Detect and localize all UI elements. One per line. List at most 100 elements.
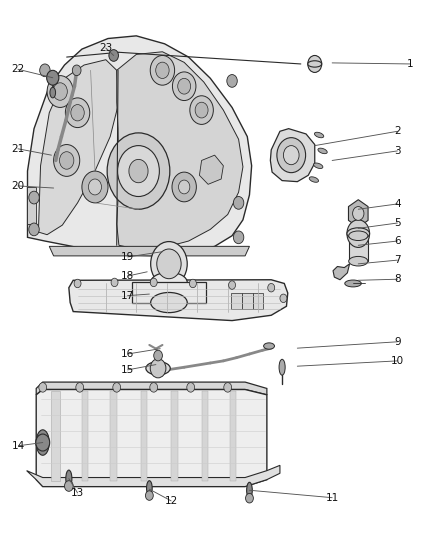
Circle shape [129, 159, 148, 183]
Bar [132, 282, 205, 303]
Polygon shape [117, 52, 243, 249]
Text: 6: 6 [394, 236, 401, 246]
Circle shape [233, 197, 244, 209]
Circle shape [113, 383, 120, 392]
Text: 21: 21 [11, 144, 25, 154]
Circle shape [29, 223, 39, 236]
Circle shape [145, 491, 153, 500]
Circle shape [156, 62, 169, 78]
Circle shape [353, 207, 364, 220]
Circle shape [82, 171, 108, 203]
Polygon shape [171, 391, 178, 481]
Text: 11: 11 [325, 492, 339, 503]
Circle shape [308, 55, 322, 72]
Ellipse shape [147, 481, 152, 496]
Circle shape [151, 241, 187, 286]
Ellipse shape [50, 87, 56, 98]
Circle shape [150, 55, 175, 85]
Circle shape [47, 70, 59, 85]
Circle shape [88, 179, 102, 195]
Ellipse shape [318, 148, 327, 154]
Circle shape [60, 152, 74, 169]
Polygon shape [242, 293, 253, 309]
Circle shape [53, 83, 67, 100]
Circle shape [72, 65, 81, 76]
Circle shape [277, 138, 306, 173]
Polygon shape [270, 128, 315, 182]
Polygon shape [201, 391, 208, 481]
Circle shape [117, 146, 159, 197]
Ellipse shape [314, 163, 323, 168]
Ellipse shape [349, 231, 368, 240]
Ellipse shape [264, 343, 275, 349]
Polygon shape [231, 293, 242, 309]
Text: 4: 4 [394, 199, 401, 209]
Text: 22: 22 [11, 64, 25, 74]
Ellipse shape [345, 280, 361, 287]
Circle shape [178, 78, 191, 94]
Ellipse shape [151, 272, 187, 293]
Text: 13: 13 [71, 488, 84, 498]
Text: 10: 10 [391, 356, 404, 366]
Text: 15: 15 [121, 365, 134, 375]
Circle shape [347, 220, 370, 247]
Circle shape [107, 133, 170, 209]
Circle shape [224, 383, 232, 392]
Text: 3: 3 [394, 146, 401, 156]
Bar [349, 236, 368, 261]
Circle shape [268, 284, 275, 292]
Circle shape [65, 98, 90, 127]
Circle shape [190, 96, 213, 124]
Text: 20: 20 [11, 181, 25, 191]
Ellipse shape [146, 362, 170, 375]
Circle shape [179, 180, 190, 194]
Circle shape [154, 350, 162, 361]
Text: 5: 5 [394, 218, 401, 228]
Ellipse shape [151, 293, 187, 313]
Ellipse shape [349, 256, 368, 266]
Circle shape [150, 383, 158, 392]
Text: 19: 19 [121, 252, 134, 262]
Polygon shape [39, 60, 119, 235]
Polygon shape [36, 390, 267, 487]
Circle shape [150, 278, 157, 287]
Circle shape [189, 279, 196, 288]
Ellipse shape [347, 228, 370, 239]
Ellipse shape [66, 470, 72, 487]
Polygon shape [27, 465, 280, 487]
Circle shape [47, 76, 73, 108]
Text: 14: 14 [12, 441, 25, 451]
Circle shape [39, 383, 47, 392]
Circle shape [71, 104, 84, 121]
Circle shape [229, 281, 236, 289]
Polygon shape [27, 187, 36, 224]
Circle shape [195, 102, 208, 118]
Text: 2: 2 [394, 126, 401, 136]
Text: 7: 7 [394, 255, 401, 265]
Polygon shape [253, 293, 263, 309]
Polygon shape [36, 382, 267, 395]
Text: 1: 1 [407, 59, 414, 69]
Polygon shape [110, 391, 117, 481]
Circle shape [233, 231, 244, 244]
Polygon shape [82, 391, 88, 481]
Circle shape [36, 434, 49, 451]
Circle shape [53, 144, 80, 176]
Circle shape [40, 64, 50, 77]
Ellipse shape [314, 132, 324, 138]
Circle shape [227, 75, 237, 87]
Text: 16: 16 [121, 349, 134, 359]
Polygon shape [51, 391, 60, 481]
Circle shape [29, 191, 39, 204]
Ellipse shape [36, 430, 49, 455]
Polygon shape [199, 155, 223, 184]
Circle shape [173, 72, 196, 101]
Circle shape [157, 249, 181, 279]
Text: 9: 9 [394, 337, 401, 347]
Polygon shape [349, 200, 368, 227]
Text: 12: 12 [165, 496, 178, 506]
Ellipse shape [247, 482, 252, 498]
Ellipse shape [308, 61, 322, 67]
Ellipse shape [279, 359, 285, 375]
Circle shape [280, 294, 287, 303]
